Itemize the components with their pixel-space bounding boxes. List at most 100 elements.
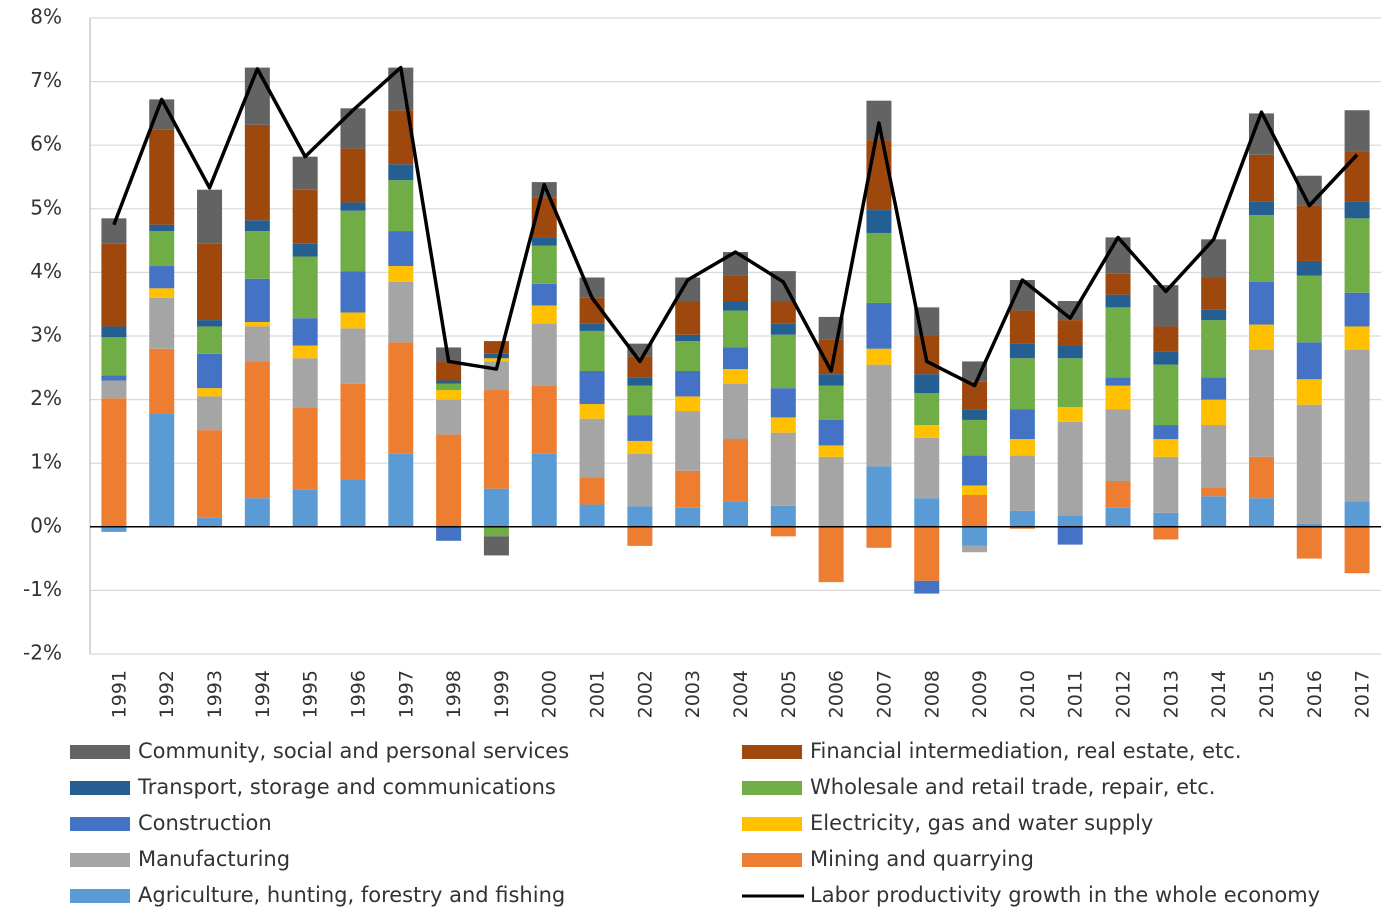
bar-segment bbox=[962, 485, 988, 495]
bar-segment bbox=[1201, 377, 1227, 400]
bar-segment bbox=[866, 302, 892, 349]
bar-segment bbox=[1105, 294, 1131, 308]
line bbox=[112, 65, 1359, 388]
bar-segment bbox=[388, 281, 414, 343]
legend-label: Wholesale and retail trade, repair, etc. bbox=[810, 775, 1215, 799]
legend-label: Mining and quarrying bbox=[810, 847, 1034, 871]
bar-segment bbox=[197, 388, 223, 397]
bar-segment bbox=[1344, 218, 1370, 293]
bar-segment bbox=[1153, 526, 1179, 540]
bar-segment bbox=[914, 374, 940, 394]
bar-segment bbox=[770, 334, 796, 389]
x-tick-label: 2007 bbox=[873, 670, 895, 718]
x-tick-label: 2006 bbox=[826, 670, 848, 718]
bar-segment bbox=[1105, 481, 1131, 508]
bar-segment bbox=[149, 129, 175, 225]
bar-segment bbox=[149, 348, 175, 414]
bar-segment bbox=[244, 67, 270, 125]
bar-segment bbox=[244, 322, 270, 327]
bar-segment bbox=[101, 326, 127, 338]
x-tick-label: 2013 bbox=[1160, 670, 1182, 718]
bar-segment bbox=[244, 278, 270, 323]
bar-segment bbox=[244, 361, 270, 499]
bar-segment bbox=[340, 312, 366, 329]
bar-segment bbox=[866, 526, 892, 548]
bar-segment bbox=[1248, 349, 1274, 457]
bar-segment bbox=[1248, 456, 1274, 499]
bar-segment bbox=[675, 411, 701, 471]
bar-segment bbox=[197, 430, 223, 518]
bar-segment bbox=[770, 323, 796, 335]
bar-segment bbox=[914, 580, 940, 594]
bar-segment bbox=[388, 231, 414, 267]
bar-segment bbox=[292, 156, 318, 190]
bar-segment bbox=[101, 526, 127, 532]
x-tick-label: 2004 bbox=[730, 670, 752, 718]
x-tick-label: 2009 bbox=[969, 670, 991, 718]
legend-swatch bbox=[70, 853, 130, 867]
bar-segment bbox=[1057, 320, 1083, 346]
bar-segment bbox=[818, 526, 844, 583]
bar-segment bbox=[1296, 526, 1322, 559]
y-tick-label: 0% bbox=[30, 513, 62, 537]
bar-segment bbox=[1009, 455, 1035, 511]
bar-segment bbox=[1009, 310, 1035, 344]
x-tick-label: 2001 bbox=[587, 670, 609, 718]
bar-segment bbox=[818, 385, 844, 420]
legend-swatch bbox=[742, 781, 802, 795]
bar-segment bbox=[1105, 507, 1131, 527]
bar-segment bbox=[101, 243, 127, 327]
legend-swatch bbox=[70, 889, 130, 903]
x-tick-label: 1997 bbox=[395, 670, 417, 718]
bar-segment bbox=[579, 330, 605, 371]
bar-segment bbox=[436, 434, 462, 527]
bar-segment bbox=[962, 495, 988, 527]
bar-segment bbox=[962, 419, 988, 456]
bar-segment bbox=[1201, 425, 1227, 488]
bar-segment bbox=[436, 380, 462, 384]
legend-swatch bbox=[742, 817, 802, 831]
x-tick-label: 1999 bbox=[491, 670, 513, 718]
bar-segment bbox=[197, 320, 223, 327]
bar-segment bbox=[914, 526, 940, 581]
bar-segment bbox=[292, 358, 318, 408]
y-tick-label: 1% bbox=[30, 450, 62, 474]
x-tick-label: 2011 bbox=[1065, 670, 1087, 718]
bar-segment bbox=[1057, 515, 1083, 527]
bar-segment bbox=[483, 358, 509, 362]
bar-segment bbox=[436, 390, 462, 400]
bar-segment bbox=[723, 301, 748, 311]
bar-segment bbox=[723, 347, 748, 370]
bar-segment bbox=[197, 326, 223, 354]
bar-segment bbox=[866, 348, 892, 365]
bar-segment bbox=[483, 536, 509, 556]
bar-segment bbox=[1296, 379, 1322, 405]
bar-segment bbox=[1201, 320, 1227, 378]
bar-segment bbox=[675, 334, 701, 342]
bar-segment bbox=[627, 356, 653, 378]
bar-segment bbox=[388, 266, 414, 282]
bar-segment bbox=[627, 440, 653, 454]
y-tick-label: 5% bbox=[30, 195, 62, 219]
bar-segment bbox=[1009, 526, 1035, 529]
bar-segment bbox=[579, 404, 605, 419]
bar-segment bbox=[1009, 358, 1035, 410]
bar-segment bbox=[1201, 239, 1227, 278]
bar-segment bbox=[244, 220, 270, 232]
bar-segment bbox=[866, 364, 892, 467]
bar-segment bbox=[818, 374, 844, 386]
bar-segment bbox=[149, 266, 175, 289]
bar-segment bbox=[483, 353, 509, 359]
bar-segment bbox=[388, 164, 414, 181]
bar-segment bbox=[1105, 385, 1131, 410]
bar-segment bbox=[675, 341, 701, 371]
legend-label: Manufacturing bbox=[138, 847, 290, 871]
y-tick-label: 2% bbox=[30, 386, 62, 410]
bar-segment bbox=[1153, 351, 1179, 365]
bar-segment bbox=[1201, 399, 1227, 426]
bar-segment bbox=[244, 326, 270, 362]
y-tick-label: 4% bbox=[30, 259, 62, 283]
bar-segment bbox=[101, 337, 127, 376]
bar-segment bbox=[723, 501, 748, 527]
